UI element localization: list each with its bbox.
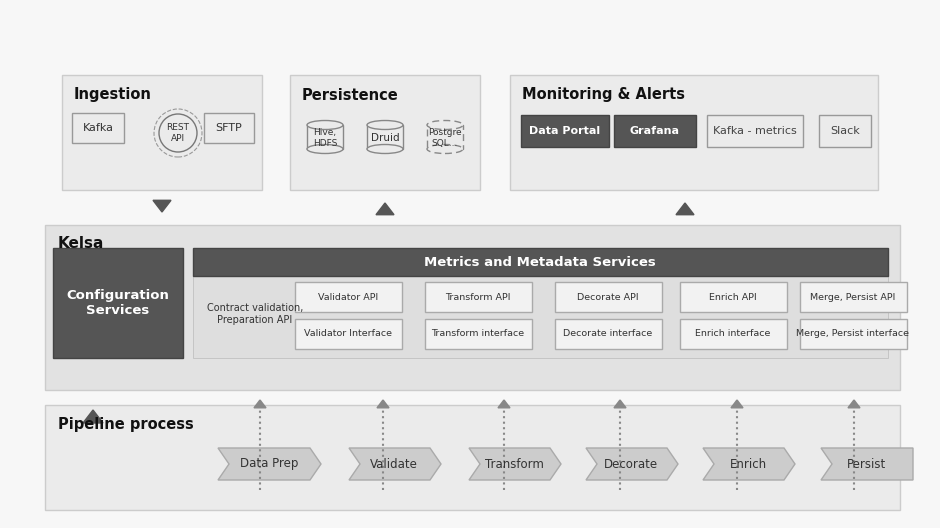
Bar [295, 319, 402, 349]
Text: Kafka: Kafka [83, 123, 114, 133]
Polygon shape [254, 400, 266, 408]
Bar [53, 248, 183, 358]
Bar [193, 276, 888, 358]
Text: Hive,
HDFS: Hive, HDFS [313, 128, 337, 148]
Polygon shape [218, 448, 321, 480]
Text: Kafka - metrics: Kafka - metrics [713, 126, 797, 136]
Bar [425, 319, 532, 349]
Text: Persist: Persist [846, 457, 885, 470]
Bar [427, 125, 463, 149]
Bar [555, 282, 662, 312]
Text: Slack: Slack [830, 126, 860, 136]
Bar [510, 75, 878, 190]
Text: Transform API: Transform API [446, 293, 510, 301]
Text: Monitoring & Alerts: Monitoring & Alerts [522, 88, 685, 102]
Bar [680, 282, 787, 312]
Polygon shape [153, 200, 171, 212]
Bar [800, 319, 907, 349]
Bar [295, 282, 402, 312]
Ellipse shape [367, 120, 403, 129]
Bar [819, 115, 871, 147]
Bar [555, 319, 662, 349]
Polygon shape [376, 203, 394, 215]
Bar [193, 248, 888, 276]
Polygon shape [731, 400, 743, 408]
Ellipse shape [307, 120, 343, 129]
Polygon shape [349, 448, 441, 480]
Bar [367, 125, 403, 149]
Ellipse shape [427, 145, 463, 154]
Polygon shape [498, 400, 510, 408]
Polygon shape [614, 400, 626, 408]
Polygon shape [83, 410, 103, 423]
Bar [62, 75, 262, 190]
Polygon shape [469, 448, 561, 480]
Polygon shape [821, 448, 913, 480]
Text: Merge, Persist API: Merge, Persist API [810, 293, 896, 301]
Text: Validate: Validate [370, 457, 418, 470]
Bar [800, 282, 907, 312]
Text: Postgre
SQL...: Postgre SQL... [429, 128, 462, 148]
Text: Persistence: Persistence [302, 88, 399, 102]
Bar [307, 125, 343, 149]
Text: Contract validation,
Preparation API: Contract validation, Preparation API [207, 303, 304, 325]
Text: Enrich interface: Enrich interface [696, 329, 771, 338]
Bar [614, 115, 696, 147]
Text: Kelsa: Kelsa [58, 235, 104, 250]
Text: Decorate interface: Decorate interface [563, 329, 652, 338]
Ellipse shape [307, 145, 343, 154]
Bar [680, 319, 787, 349]
Bar [204, 113, 254, 143]
Text: REST
API: REST API [166, 124, 190, 143]
Text: Decorate API: Decorate API [577, 293, 639, 301]
Text: Data Prep: Data Prep [240, 457, 298, 470]
Text: Ingestion: Ingestion [74, 88, 152, 102]
Text: Pipeline process: Pipeline process [58, 418, 194, 432]
Text: Validator API: Validator API [318, 293, 378, 301]
Polygon shape [377, 400, 389, 408]
Text: Decorate: Decorate [603, 457, 658, 470]
Polygon shape [676, 203, 694, 215]
Text: Enrich: Enrich [729, 457, 766, 470]
Text: Merge, Persist interface: Merge, Persist interface [796, 329, 910, 338]
Polygon shape [703, 448, 795, 480]
Polygon shape [586, 448, 678, 480]
Text: Druid: Druid [370, 133, 400, 143]
Text: Metrics and Metadata Services: Metrics and Metadata Services [424, 256, 656, 269]
Bar [45, 225, 900, 390]
Text: Transform interface: Transform interface [431, 329, 525, 338]
Text: Data Portal: Data Portal [529, 126, 601, 136]
Text: Enrich API: Enrich API [709, 293, 757, 301]
Bar [72, 113, 124, 143]
Bar [707, 115, 803, 147]
Polygon shape [848, 400, 860, 408]
Bar [425, 282, 532, 312]
Text: Configuration
Services: Configuration Services [67, 289, 169, 317]
Bar [521, 115, 609, 147]
Text: SFTP: SFTP [215, 123, 243, 133]
Bar [290, 75, 480, 190]
Text: Transform: Transform [484, 457, 543, 470]
Ellipse shape [367, 145, 403, 154]
Text: Grafana: Grafana [630, 126, 680, 136]
Bar [45, 405, 900, 510]
Circle shape [159, 114, 197, 152]
Ellipse shape [427, 120, 463, 129]
Text: Validator Interface: Validator Interface [304, 329, 392, 338]
